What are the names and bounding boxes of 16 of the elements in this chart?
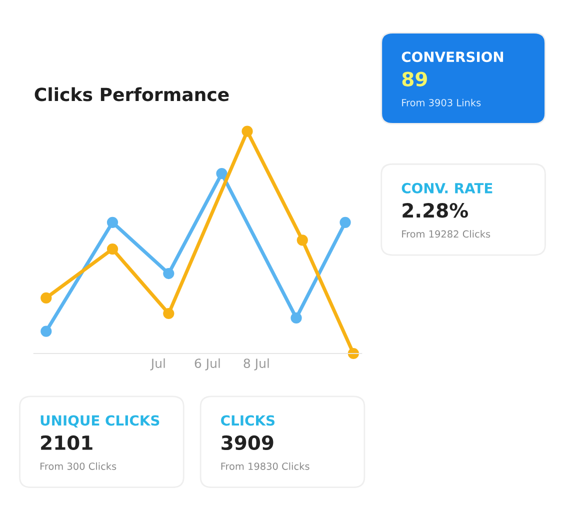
text: 2101	[41, 435, 92, 450]
text: 89	[402, 72, 427, 86]
chart-title: Clicks Performance	[34, 87, 229, 102]
x-tick-label: 8 Jul	[244, 358, 269, 370]
text: 3909	[222, 435, 274, 450]
text: CONVERSION	[402, 52, 504, 62]
text: From 3903 Links	[402, 98, 481, 106]
text: 2.28%	[402, 203, 468, 218]
text: From 300 Clicks	[40, 462, 116, 470]
text: UNIQUE CLICKS	[40, 415, 160, 428]
x-tick-label: 6 Jul	[194, 358, 220, 370]
text: From 19830 Clicks	[221, 462, 310, 470]
text: CONV. RATE	[402, 182, 492, 194]
text: CLICKS	[221, 415, 275, 426]
text: From 19282 Clicks	[402, 230, 490, 238]
x-tick-label: Jul	[150, 358, 165, 370]
